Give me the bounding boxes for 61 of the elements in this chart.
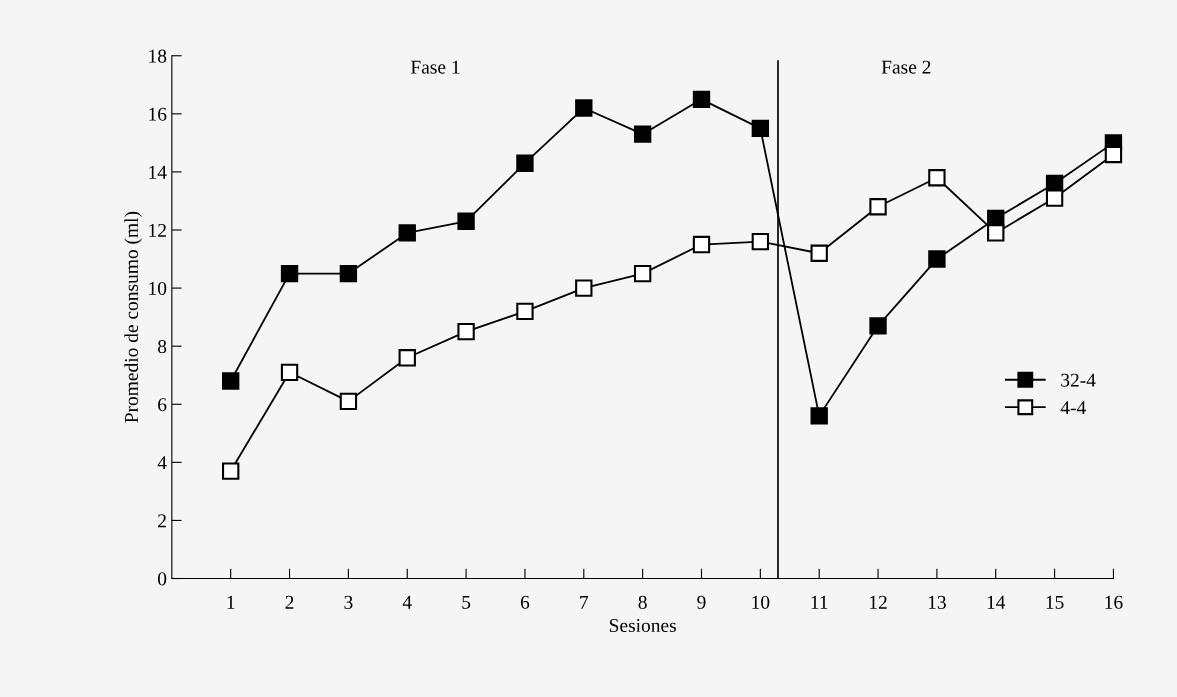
point [575, 279, 593, 297]
point [751, 232, 770, 251]
y-tick-label: 12 [149, 223, 166, 237]
point [222, 462, 240, 480]
point [987, 224, 1005, 242]
point [869, 317, 887, 335]
y-tick-label: 4 [157, 456, 167, 470]
point [633, 125, 652, 143]
x-tick-label: 14 [987, 595, 1006, 609]
y-tick-label: 2 [158, 514, 166, 528]
point [398, 224, 416, 242]
point [575, 99, 593, 117]
point [810, 407, 828, 425]
point [1045, 189, 1064, 207]
x-tick-label: 9 [697, 595, 706, 609]
point [633, 264, 652, 283]
point [339, 392, 358, 411]
x-tick-label: 16 [1105, 595, 1123, 609]
point [1104, 145, 1123, 164]
y-tick-label: 14 [149, 165, 167, 179]
point [869, 198, 887, 216]
y-tick-label: 16 [149, 107, 167, 121]
point [928, 250, 946, 268]
x-tick-label: 11 [811, 595, 828, 609]
point [457, 322, 475, 341]
point [516, 302, 534, 321]
annotation: Fase 2 [881, 60, 931, 74]
y-tick-label: 8 [158, 339, 167, 354]
x-tick-label: 4 [402, 595, 412, 609]
x-axis-title: Sesiones [609, 618, 676, 633]
point [692, 90, 711, 108]
x-tick-label: 1 [227, 595, 235, 609]
y-tick-label: 18 [149, 49, 167, 63]
x-tick-label: 10 [752, 595, 770, 609]
x-tick-label: 5 [462, 595, 471, 609]
x-tick-label: 13 [928, 595, 946, 609]
y-tick-label: 6 [158, 398, 167, 412]
point [928, 169, 946, 187]
x-tick-label: 2 [285, 595, 294, 609]
legend-label: 32-4 [1061, 373, 1096, 387]
point [398, 349, 416, 367]
x-tick-label: 6 [520, 595, 530, 609]
x-tick-label: 15 [1046, 595, 1064, 609]
point [516, 154, 534, 172]
legend-label: 4-4 [1060, 401, 1086, 415]
point [457, 212, 475, 230]
point [280, 363, 299, 381]
point [222, 372, 240, 390]
y-tick-label: 10 [149, 281, 167, 296]
y-tick-label: 0 [158, 572, 167, 586]
annotation: Fase 1 [410, 60, 460, 74]
point [339, 264, 358, 283]
y-axis-title: Promedio de consumo (ml) [124, 211, 142, 423]
point [280, 264, 299, 283]
point [751, 119, 770, 138]
x-tick-label: 3 [344, 595, 353, 609]
x-tick-label: 8 [638, 595, 647, 609]
point [692, 235, 711, 254]
x-tick-label: 7 [580, 595, 589, 609]
x-tick-label: 12 [870, 595, 887, 609]
point [810, 244, 828, 262]
